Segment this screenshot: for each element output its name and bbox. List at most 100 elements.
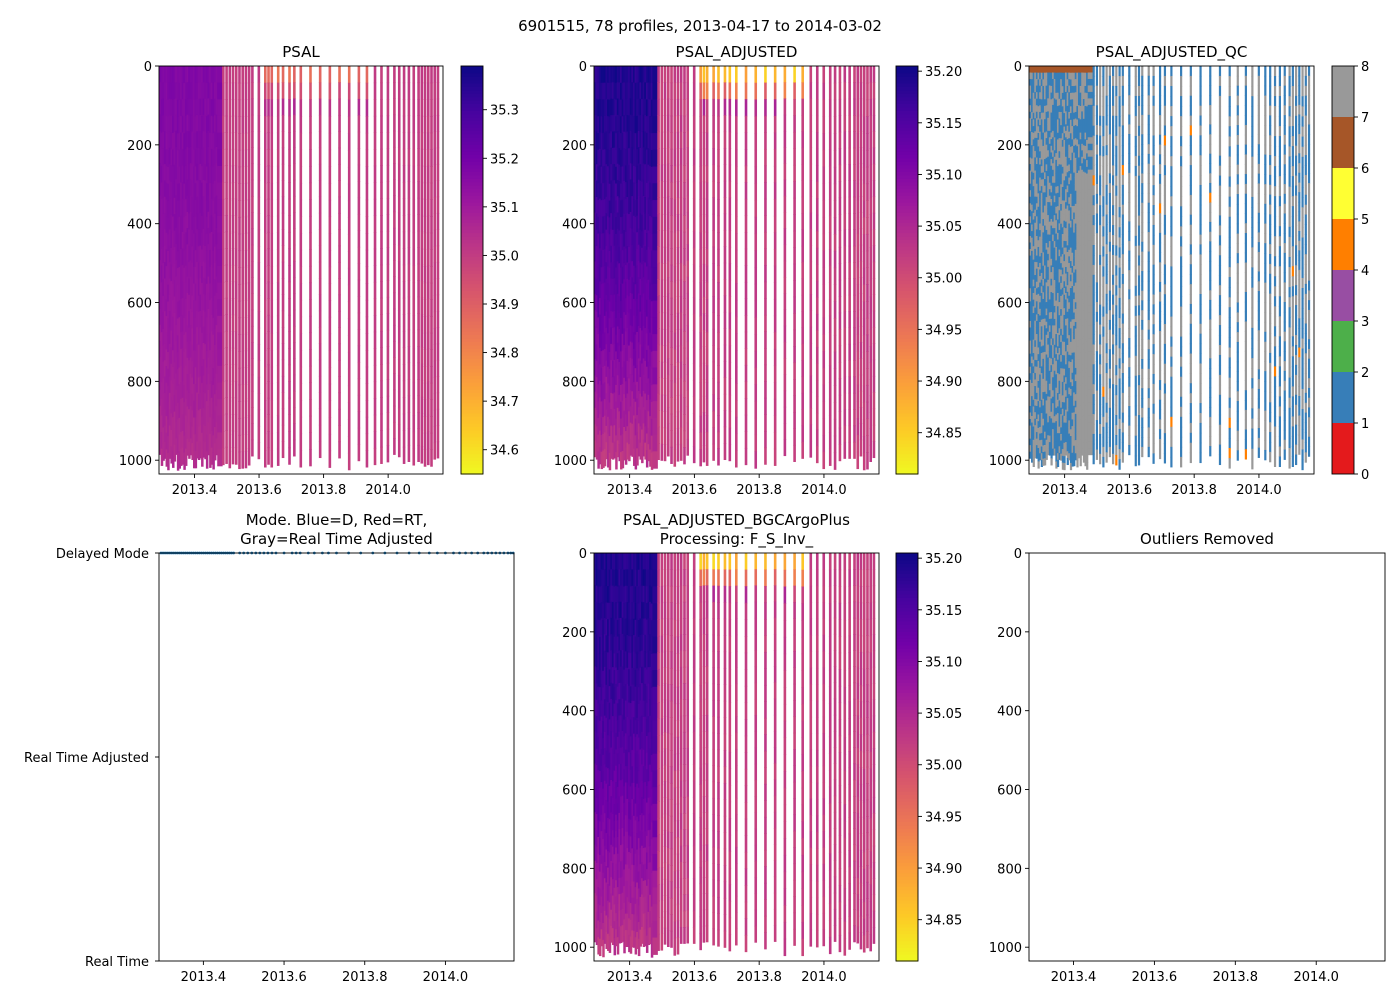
profile-cell — [872, 245, 876, 263]
qc-cell — [1031, 85, 1034, 93]
profile-cell — [631, 147, 634, 165]
colorbar-step — [896, 242, 918, 247]
profile-cell — [188, 229, 191, 247]
profile-cell — [175, 308, 178, 326]
profile-cell — [386, 98, 390, 117]
profile-cell — [650, 150, 654, 168]
qc-cell — [1048, 422, 1052, 430]
profile-cell — [328, 199, 332, 218]
profile-cell — [660, 279, 664, 297]
profile-cell — [642, 114, 646, 132]
profile-cell — [728, 345, 732, 363]
profile-cell — [618, 213, 621, 232]
figure-title: 6901515, 78 profiles, 2013-04-17 to 2014… — [518, 17, 882, 35]
profile-cell — [793, 230, 796, 248]
profile-cell — [338, 392, 341, 410]
qc-cell — [1045, 433, 1048, 441]
profile-cell — [170, 132, 173, 150]
profile-cell — [205, 216, 209, 235]
profile-cell — [692, 330, 696, 348]
profile-cell — [628, 181, 631, 199]
profile-cell — [162, 115, 165, 133]
profile-cell — [168, 392, 172, 410]
colorbar-step — [896, 453, 918, 458]
profile-cell — [728, 66, 732, 84]
profile-cell — [815, 82, 819, 100]
qc-cell — [1040, 459, 1043, 468]
profile-cell — [288, 66, 291, 84]
profile-cell — [670, 198, 673, 216]
profile-cell — [318, 98, 322, 116]
profile-cell — [598, 99, 602, 117]
colorbar-step — [896, 103, 918, 108]
profile-cell — [650, 267, 654, 286]
profile-cell — [869, 346, 873, 364]
profile-cell — [815, 379, 819, 398]
profile-cell — [869, 444, 873, 462]
profile-cell — [608, 335, 612, 353]
profile-cell — [744, 248, 748, 266]
qc-cell — [1035, 451, 1039, 459]
profile-cell — [276, 265, 280, 283]
profile-cell — [436, 66, 440, 83]
profile-cell — [608, 82, 612, 101]
qc-cell — [1035, 235, 1039, 244]
profile-cell — [624, 165, 628, 183]
profile-cell — [848, 392, 851, 410]
profile-cell — [430, 232, 433, 250]
profile-cell — [176, 301, 180, 320]
profile-cell — [380, 413, 383, 431]
profile-cell — [225, 446, 228, 464]
qc-cell — [1042, 159, 1045, 167]
profile-cell — [196, 425, 199, 443]
profile-cell — [670, 364, 673, 382]
profile-cell — [636, 182, 639, 200]
profile-cell — [234, 165, 238, 183]
profile-cell — [194, 99, 198, 117]
profile-cell — [347, 166, 351, 185]
profile-cell — [679, 410, 683, 428]
profile-cell — [189, 146, 193, 164]
profile-cell — [663, 98, 667, 116]
qc-cell — [1037, 86, 1040, 94]
qc-cell — [1031, 448, 1034, 457]
qc-cell — [1043, 331, 1047, 340]
profile-cell — [670, 181, 673, 200]
profile-cell — [699, 299, 702, 317]
profile-cell — [626, 393, 630, 411]
qc-cell — [1031, 171, 1034, 179]
profile-cell — [602, 417, 605, 435]
profile-cell — [783, 66, 787, 83]
profile-cell — [199, 376, 202, 394]
qc-cell — [1037, 213, 1040, 221]
profile-cell — [215, 114, 219, 132]
profile-cell — [426, 414, 430, 432]
colorbar-step — [461, 402, 483, 407]
profile-cell — [629, 114, 633, 132]
profile-cell — [241, 133, 245, 151]
profile-cell — [430, 266, 433, 284]
profile-cell — [238, 99, 241, 117]
profile-cell — [215, 373, 219, 391]
profile-cell — [838, 181, 842, 199]
profile-cell — [251, 82, 254, 100]
profile-cell — [644, 426, 647, 444]
profile-cell — [213, 344, 217, 362]
profile-cell — [202, 228, 206, 246]
profile-cell — [686, 179, 690, 197]
profile-cell — [293, 325, 296, 343]
profile-cell — [186, 114, 190, 132]
profile-cell — [605, 295, 608, 312]
profile-cell — [205, 183, 209, 201]
profile-cell — [632, 282, 636, 300]
profile-cell — [217, 66, 223, 84]
profile-cell — [213, 410, 217, 428]
profile-cell — [869, 66, 873, 84]
qc-cell — [1039, 131, 1042, 139]
profile-cell — [828, 265, 832, 283]
profile-cell — [717, 348, 720, 366]
profile-cell — [347, 284, 351, 303]
profile-cell — [270, 99, 274, 117]
colorbar-step — [461, 137, 483, 142]
profile-cell — [433, 164, 437, 182]
